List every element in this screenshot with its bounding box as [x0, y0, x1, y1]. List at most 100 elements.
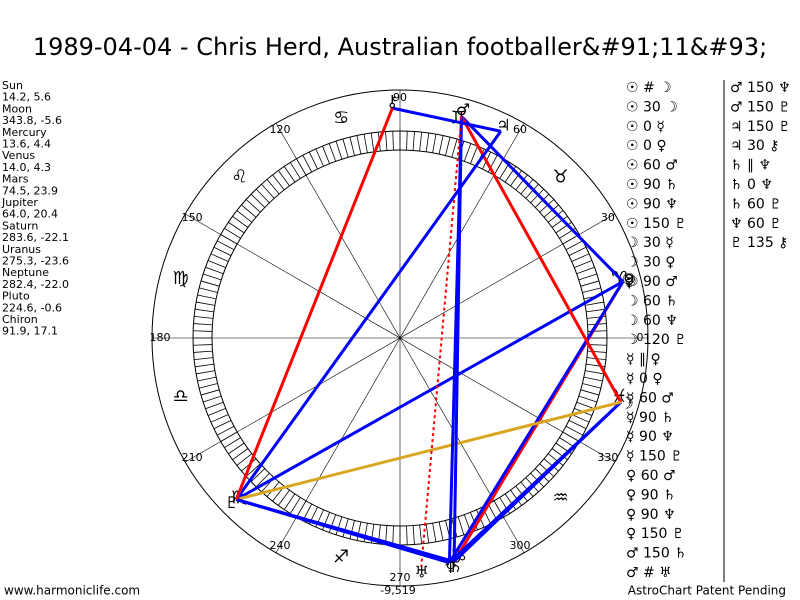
ring-tick [547, 210, 564, 223]
ring-tick [463, 143, 472, 162]
ring-tick [419, 524, 423, 544]
ring-tick [289, 162, 301, 179]
ring-tick [197, 294, 217, 300]
planet-name: Uranus [2, 243, 41, 256]
ring-tick [217, 425, 235, 436]
planet-coords: 275.3, -23.6 [2, 255, 69, 268]
aspect-line [235, 130, 503, 501]
ring-tick [194, 357, 214, 361]
aspect-entry: ♀ 90 ♄ [626, 487, 676, 503]
aspect-entry: ☉ 30 ☽ [626, 99, 678, 115]
ring-tick [587, 350, 607, 353]
ring-tick [199, 383, 218, 389]
planet-coords: 13.6, 4.4 [2, 138, 51, 151]
planet-coords: 74.5, 23.9 [2, 184, 58, 197]
ring-tick [228, 442, 245, 455]
bottom-value: -9,519 [380, 584, 415, 597]
ring-tick [438, 135, 444, 155]
ring-tick [194, 363, 214, 368]
planet-glyph: ♂ [456, 100, 470, 119]
sign-glyph: ♍ [173, 268, 189, 289]
ring-tick [283, 166, 296, 183]
planet-glyph: ☉ [622, 270, 636, 289]
ring-tick [432, 134, 437, 153]
aspect-entry: ☽ 30 ♀ [626, 255, 676, 271]
aspect-entry: ☽ 120 ♇ [626, 332, 687, 348]
ring-tick [425, 132, 430, 152]
ring-tick [199, 287, 218, 293]
aspect-entry: ♂ 150 ♆ [730, 80, 791, 96]
planet-glyph: ⚷ [386, 92, 398, 111]
aspect-entry: ☽ 60 ♆ [626, 313, 678, 329]
degree-label: 270 [390, 571, 411, 584]
ring-tick [207, 408, 226, 416]
degree-label: 300 [510, 539, 531, 552]
aspect-entry: ☽ 90 ♂ [626, 274, 678, 290]
planet-glyph: ♅ [415, 562, 429, 581]
aspect-entry: ♀ 150 ♇ [626, 526, 684, 542]
ring-tick [261, 183, 275, 199]
aspect-line [448, 401, 622, 564]
ring-tick [385, 131, 388, 151]
ring-tick [241, 204, 257, 218]
ring-tick [322, 145, 330, 164]
ring-tick [278, 170, 290, 187]
sign-glyph: ♉ [552, 166, 568, 187]
ring-tick [583, 376, 603, 382]
ring-tick [193, 350, 213, 353]
ring-tick [236, 453, 253, 466]
ring-tick [200, 389, 220, 396]
ring-tick [193, 344, 213, 346]
ring-tick [205, 266, 224, 275]
footer-left: www.harmoniclife.com [4, 584, 140, 598]
aspect-entry: ☿ 60 ♂ [626, 390, 674, 406]
planet-coords: 64.0, 20.4 [2, 208, 58, 221]
aspect-entry: ☽ 60 ♄ [626, 293, 678, 309]
ring-tick [328, 143, 337, 162]
ring-tick [250, 468, 266, 483]
degree-label: 240 [270, 539, 291, 552]
ring-tick [578, 395, 597, 403]
degree-label: 30 [601, 211, 615, 224]
ring-tick [349, 520, 355, 539]
planet-name: Mercury [2, 126, 47, 139]
ring-tick [419, 132, 423, 152]
ring-tick [571, 253, 590, 262]
ring-tick [342, 518, 349, 538]
ring-tick [356, 521, 362, 541]
aspect-entry: ♂ 150 ♇ [730, 99, 791, 115]
planet-name: Jupiter [1, 196, 38, 209]
ring-tick [363, 134, 368, 153]
ring-tick [255, 188, 270, 204]
aspect-entry: ♀ 90 ♆ [626, 507, 676, 523]
ring-tick [582, 287, 601, 293]
aspect-entry: ♄ 0 ♆ [730, 177, 773, 193]
ring-tick [568, 246, 587, 256]
aspect-entry: ☽ 30 ☿ [626, 235, 674, 251]
sign-glyph: ♒ [552, 488, 568, 509]
ring-tick [335, 141, 343, 160]
ring-tick [203, 395, 222, 403]
ring-tick [200, 280, 220, 287]
degree-label: 210 [182, 451, 203, 464]
aspect-entry: ☿ ∥ ♀ [626, 352, 661, 368]
aspect-entry: ☿ 90 ♆ [626, 429, 674, 445]
ring-tick [205, 401, 224, 410]
planet-coords: 224.6, -0.6 [2, 301, 62, 314]
aspect-line [235, 498, 450, 565]
ring-tick [203, 273, 222, 281]
ring-tick [525, 183, 539, 199]
ring-tick [543, 458, 559, 472]
ring-tick [547, 453, 564, 466]
aspect-entry: ♂ # ♅ [626, 565, 672, 581]
ring-tick [213, 246, 232, 256]
aspect-entry: ♄ 60 ♇ [730, 196, 782, 212]
aspect-entry: ☉ 90 ♆ [626, 196, 678, 212]
ring-tick [571, 414, 590, 423]
ring-tick [224, 227, 241, 239]
aspect-entry: ☉ 60 ♂ [626, 158, 678, 174]
ring-tick [470, 145, 478, 164]
aspect-line [392, 106, 502, 133]
ring-tick [539, 199, 555, 213]
aspect-line [234, 107, 394, 501]
